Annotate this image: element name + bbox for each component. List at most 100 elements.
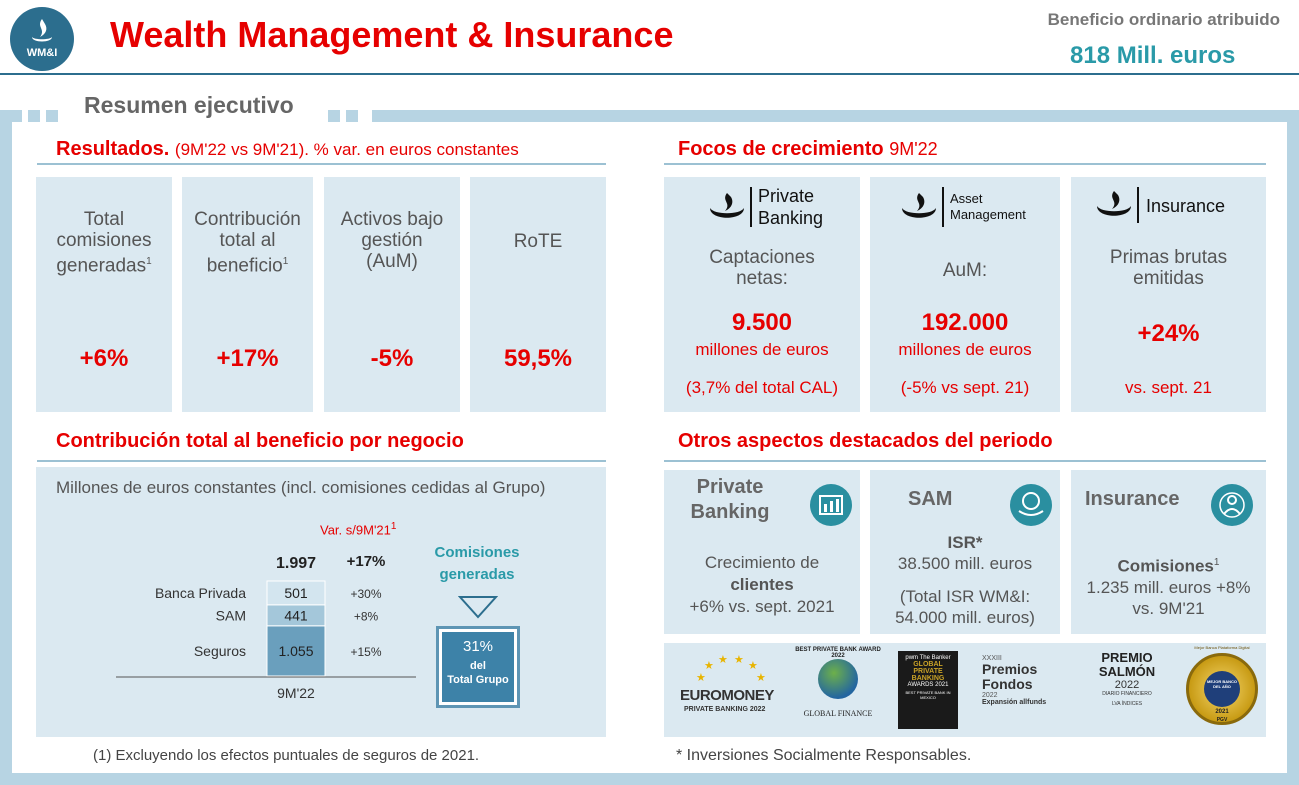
- focus-label-line: AuM:: [942, 260, 988, 281]
- svg-text:★: ★: [696, 672, 706, 684]
- var-header: Var. s/9M'211: [320, 521, 397, 538]
- metric-label-line: comisiones: [56, 230, 152, 251]
- bar-value-label: 441: [284, 607, 308, 623]
- global-finance-award-logo: BEST PRIVATE BANK AWARD 2022 GLOBAL FINA…: [795, 647, 881, 718]
- commission-pct: 31%: [462, 638, 494, 655]
- focus-note: (-5% vs sept. 21): [900, 378, 1030, 397]
- metric-label-line: Activos bajo: [340, 209, 444, 230]
- metric-card-aum: Activos bajo gestión (AuM) -5%: [324, 177, 460, 412]
- highlight-line: +6% vs. sept. 2021: [689, 597, 835, 616]
- globe-hand-icon: [1010, 484, 1052, 526]
- metric-value: +17%: [216, 345, 279, 372]
- svg-text:★: ★: [756, 672, 766, 684]
- wmi-logo: WM&I: [10, 7, 74, 71]
- footnote-marker: 1: [1213, 557, 1220, 568]
- metric-label-line: Contribución: [194, 209, 301, 230]
- metric-label-line: (AuM): [366, 251, 418, 272]
- commission-desc: del: [470, 660, 486, 672]
- focus-note: (3,7% del total CAL): [685, 378, 839, 397]
- metric-card-rote: RoTE 59,5%: [470, 177, 606, 412]
- santander-flame-icon: [1097, 191, 1131, 216]
- chart-total: 1.997: [275, 555, 317, 572]
- highlight-heading: SAM: [908, 488, 953, 510]
- svg-text:★: ★: [704, 660, 714, 672]
- otros-title: Otros aspectos destacados del periodo: [678, 430, 1053, 452]
- commission-box: 31% del Total Grupo: [436, 626, 520, 708]
- resultados-heading: Resultados. (9M'22 vs 9M'21). % var. en …: [56, 138, 519, 161]
- logo-text: WM&I: [26, 47, 58, 59]
- commission-desc: Total Grupo: [447, 674, 509, 686]
- highlight-line: 54.000 mill. euros): [895, 608, 1035, 627]
- bar-chart-icon: [810, 484, 852, 526]
- highlight-line: 38.500 mill. euros: [897, 554, 1033, 573]
- metric-card-comisiones: Total comisiones generadas1 +6%: [36, 177, 172, 412]
- focus-value: +24%: [1137, 320, 1200, 347]
- focos-period: 9M'22: [889, 139, 938, 159]
- page-title: Wealth Management & Insurance: [110, 14, 674, 55]
- focus-note: vs. sept. 21: [1125, 378, 1212, 397]
- highlight-line: clientes: [730, 575, 794, 594]
- gold-badge-award-logo: MEJOR BANCO DEL AÑO Mejor Banca Platafor…: [1184, 645, 1260, 731]
- pwm-award-logo: pwm The Banker GLOBAL PRIVATE BANKING AW…: [898, 651, 958, 729]
- focus-unit: millones de euros: [898, 340, 1032, 359]
- metric-label-line: generadas: [56, 255, 147, 277]
- highlight-card-sam: SAM ISR* 38.500 mill. euros (Total ISR W…: [870, 470, 1060, 634]
- person-shield-icon: [1211, 484, 1253, 526]
- highlight-line: ISR*: [947, 533, 983, 552]
- footnote-marker: 1: [282, 256, 289, 267]
- svg-text:★: ★: [718, 654, 728, 666]
- focus-card-asset-management: Asset Management AuM: 192.000 millones d…: [870, 177, 1060, 412]
- resultados-subtitle: (9M'22 vs 9M'21). % var. en euros consta…: [174, 140, 519, 159]
- bar-value-label: 1.055: [278, 643, 313, 659]
- category-label: Seguros: [194, 643, 246, 659]
- premios-fondos-logo: XXXIII Premios Fondos 2022 Expansión all…: [982, 655, 1047, 706]
- bar-var-label: +15%: [350, 645, 381, 659]
- highlight-heading: Private: [696, 476, 764, 498]
- stars-icon: ★ ★★ ★★ ★: [696, 654, 766, 684]
- highlight-heading: Banking: [690, 501, 770, 523]
- focus-label-line: emitidas: [1133, 268, 1204, 289]
- highlight-card-insurance: Insurance Comisiones1 1.235 mill. euros …: [1071, 470, 1266, 634]
- highlight-card-private-banking: Private Banking Crecimiento de clientes …: [664, 470, 860, 634]
- focus-label-line: Primas brutas: [1109, 247, 1228, 268]
- focus-card-private-banking: Private Banking Captaciones netas: 9.500…: [664, 177, 860, 412]
- premio-salmon-logo: PREMIO SALMÓN 2022 DIARIO FINANCIERO LVA…: [1098, 650, 1156, 708]
- chart-subtitle: Millones de euros constantes (incl. comi…: [56, 478, 546, 497]
- svg-text:★: ★: [734, 654, 744, 666]
- brand-name: Insurance: [1146, 196, 1226, 216]
- bar-var-label: +30%: [350, 587, 381, 601]
- bar-var-label: +8%: [354, 609, 379, 623]
- santander-flame-icon: [710, 193, 744, 218]
- x-tick-label: 9M'22: [277, 685, 315, 701]
- metric-value: +6%: [79, 345, 129, 372]
- section-tab-title: Resumen ejecutivo: [84, 92, 294, 118]
- metric-value: 59,5%: [503, 345, 573, 372]
- resultados-title: Resultados.: [56, 138, 170, 160]
- category-label: Banca Privada: [155, 585, 246, 601]
- footnote-marker: 1: [146, 256, 152, 267]
- kpi-label: Beneficio ordinario atribuido: [1047, 10, 1280, 29]
- focos-title: Focos de crecimiento: [678, 138, 884, 160]
- highlight-line: 1.235 mill. euros +8%: [1086, 577, 1251, 597]
- highlight-line: Comisiones: [1117, 556, 1214, 576]
- highlight-line: vs. 9M'21: [1132, 598, 1205, 618]
- bar-segment: [266, 625, 326, 677]
- otros-footnote: * Inversiones Socialmente Responsables.: [676, 747, 972, 764]
- bar-segment: [266, 580, 326, 606]
- contribution-chart-panel: Millones de euros constantes (incl. comi…: [36, 467, 606, 737]
- metric-label-line: Total: [83, 209, 125, 230]
- commission-label: Comisiones generadas: [434, 544, 520, 583]
- metric-label-line: gestión: [361, 230, 423, 251]
- metric-label-line: total al: [219, 230, 276, 251]
- brand-name: Asset Management: [950, 191, 1026, 222]
- focos-heading: Focos de crecimiento 9M'22: [678, 138, 938, 161]
- focus-value: 9.500: [731, 309, 793, 336]
- highlight-line: (Total ISR WM&I:: [899, 587, 1031, 606]
- metric-label-line: beneficio: [206, 255, 283, 277]
- focus-unit: millones de euros: [695, 340, 829, 359]
- euromoney-award-logo: ★ ★ ★ ★ ★ ★ EUROMONEY PRIVATE BANKING 2022: [678, 649, 784, 731]
- highlight-heading: Insurance: [1085, 488, 1180, 510]
- stacked-bar-chart: 1.055 Seguros +15% 441 SAM +8% 501 Banca Privad…: [116, 580, 416, 701]
- kpi-value: 818 Mill. euros: [1070, 42, 1236, 69]
- svg-text:★: ★: [748, 660, 758, 672]
